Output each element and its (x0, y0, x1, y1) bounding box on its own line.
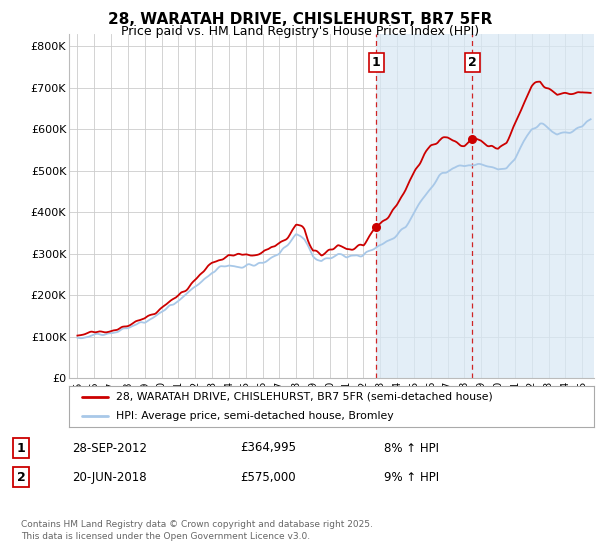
Text: 1: 1 (372, 56, 380, 69)
Text: 2: 2 (468, 56, 477, 69)
Text: 20-JUN-2018: 20-JUN-2018 (72, 470, 146, 484)
Text: HPI: Average price, semi-detached house, Bromley: HPI: Average price, semi-detached house,… (116, 410, 394, 421)
Bar (376, 34, 472, 378)
Text: 28-SEP-2012: 28-SEP-2012 (72, 441, 147, 455)
Text: £575,000: £575,000 (240, 470, 296, 484)
Text: £364,995: £364,995 (240, 441, 296, 455)
Bar (472, 34, 600, 378)
Text: 2: 2 (17, 470, 25, 484)
Text: 28, WARATAH DRIVE, CHISLEHURST, BR7 5FR: 28, WARATAH DRIVE, CHISLEHURST, BR7 5FR (108, 12, 492, 27)
Text: 1: 1 (17, 441, 25, 455)
Text: 8% ↑ HPI: 8% ↑ HPI (384, 441, 439, 455)
Text: Contains HM Land Registry data © Crown copyright and database right 2025.
This d: Contains HM Land Registry data © Crown c… (21, 520, 373, 541)
Text: 28, WARATAH DRIVE, CHISLEHURST, BR7 5FR (semi-detached house): 28, WARATAH DRIVE, CHISLEHURST, BR7 5FR … (116, 392, 493, 402)
Text: 9% ↑ HPI: 9% ↑ HPI (384, 470, 439, 484)
Text: Price paid vs. HM Land Registry's House Price Index (HPI): Price paid vs. HM Land Registry's House … (121, 25, 479, 38)
